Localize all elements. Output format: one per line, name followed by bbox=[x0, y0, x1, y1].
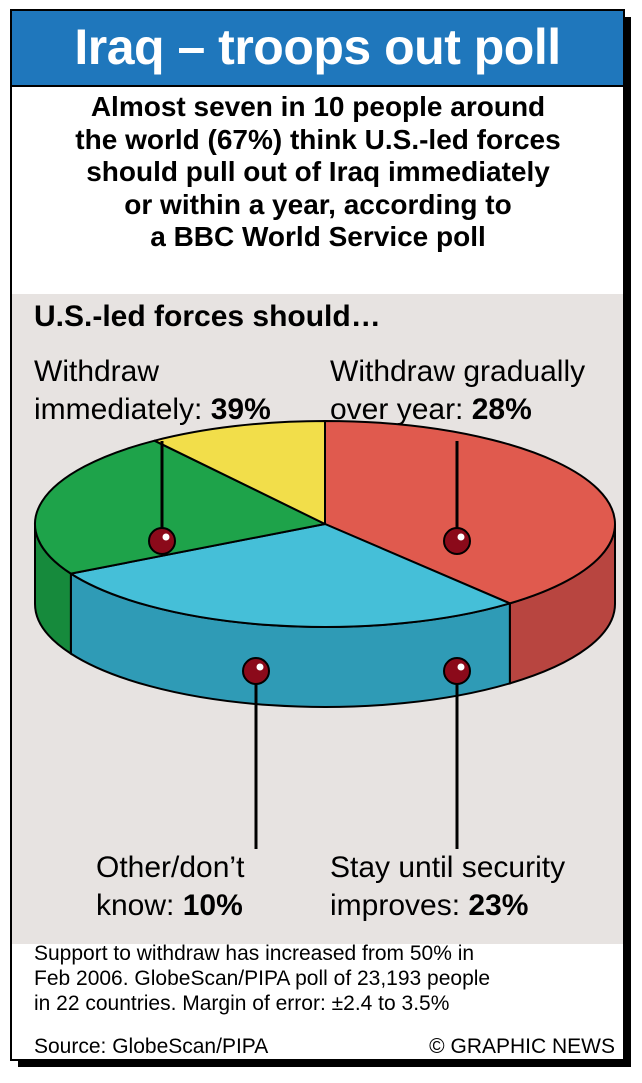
slice-value: 10% bbox=[182, 889, 243, 922]
pie-slice bbox=[153, 420, 326, 525]
slice-label-line: Stay until security bbox=[330, 851, 566, 884]
slice-label-line: Withdraw bbox=[34, 355, 160, 388]
pie-slice bbox=[324, 420, 616, 605]
slice-label-gradual: Withdraw gradually over year: 28% bbox=[330, 353, 585, 429]
leader-marker-highlight bbox=[457, 663, 465, 671]
infographic-frame: Iraq – troops out poll Almost seven in 1… bbox=[10, 9, 625, 1061]
leader-marker-highlight bbox=[457, 533, 465, 541]
header-bar: Iraq – troops out poll bbox=[12, 11, 623, 87]
pie-slice bbox=[69, 523, 511, 628]
credit-text: © GRAPHIC NEWS bbox=[429, 1035, 615, 1058]
slice-label-line: Withdraw gradually bbox=[330, 355, 586, 388]
slice-label-other: Other/don’t know: 10% bbox=[96, 849, 244, 925]
slice-value: 28% bbox=[471, 393, 532, 426]
leader-marker bbox=[443, 657, 471, 685]
footnote: Support to withdraw has increased from 5… bbox=[34, 941, 619, 1016]
footnote-line: in 22 countries. Margin of error: ±2.4 t… bbox=[34, 992, 450, 1015]
intro-line: a BBC World Service poll bbox=[150, 221, 486, 252]
page-title: Iraq – troops out poll bbox=[74, 19, 561, 75]
slice-label-line: over year: bbox=[330, 393, 464, 426]
footnote-line: Support to withdraw has increased from 5… bbox=[34, 942, 475, 965]
leader-marker bbox=[443, 527, 471, 555]
slice-value: 23% bbox=[468, 889, 529, 922]
slice-label-line: know: bbox=[96, 889, 175, 922]
slice-value: 39% bbox=[210, 393, 271, 426]
intro-line: the world (67%) think U.S.-led forces bbox=[75, 123, 561, 155]
chart-title: U.S.-led forces should… bbox=[34, 300, 381, 333]
intro-text: Almost seven in 10 people around the wor… bbox=[18, 91, 618, 254]
footnote-line: Feb 2006. GlobeScan/PIPA poll of 23,193 … bbox=[34, 967, 491, 990]
intro-line: or within a year, according to bbox=[124, 188, 512, 220]
slice-label-immediate: Withdraw immediately: 39% bbox=[34, 353, 271, 429]
leader-marker-highlight bbox=[162, 533, 170, 541]
slice-label-line: improves: bbox=[330, 889, 461, 922]
slice-label-line: immediately: bbox=[34, 393, 203, 426]
intro-line: Almost seven in 10 people around bbox=[90, 91, 546, 122]
leader-marker bbox=[242, 657, 270, 685]
pie-chart bbox=[34, 420, 616, 849]
slice-label-line: Other/don’t bbox=[96, 851, 245, 884]
slice-label-stay: Stay until security improves: 23% bbox=[330, 849, 565, 925]
intro-line: should pull out of Iraq immediately bbox=[86, 156, 550, 187]
leader-marker-highlight bbox=[256, 663, 264, 671]
source-text: Source: GlobeScan/PIPA bbox=[34, 1035, 269, 1058]
pie-slice bbox=[34, 439, 326, 575]
leader-marker bbox=[148, 527, 176, 555]
